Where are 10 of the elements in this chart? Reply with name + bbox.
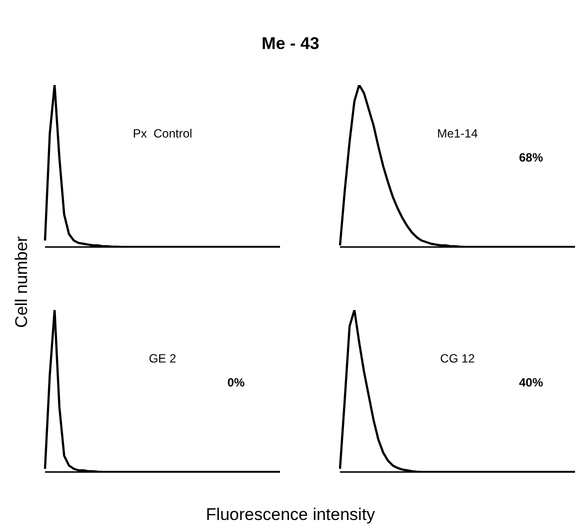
annotation: Me1-14 [437, 126, 478, 141]
chart-title: Me - 43 [260, 34, 320, 54]
y-axis-title: Cell number [12, 236, 32, 328]
annotation: CG 12 [440, 352, 476, 366]
annotation: Px Control [132, 126, 192, 141]
annotation: 0% [227, 375, 245, 390]
annotation: GE 2 [148, 352, 176, 366]
x-axis-title: Fluorescence intensity [204, 505, 376, 525]
annotation: 68% [518, 150, 544, 164]
annotation: 40% [518, 375, 544, 390]
